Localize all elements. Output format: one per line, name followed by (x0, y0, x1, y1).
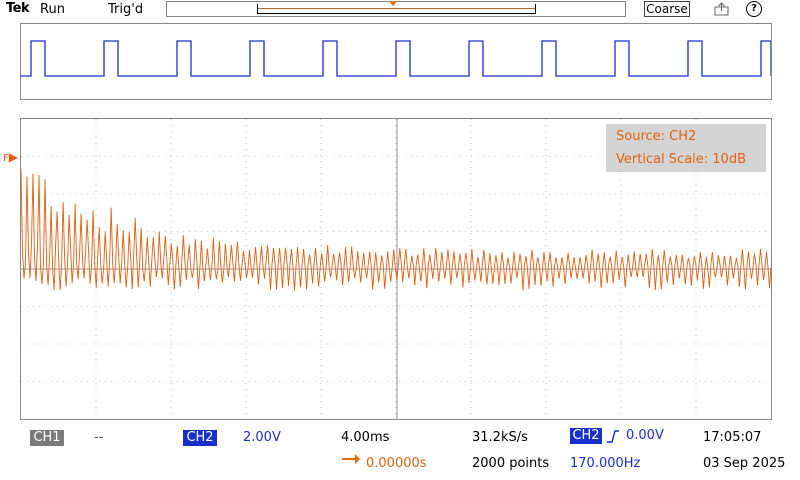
zoom-window-indicator[interactable] (257, 4, 536, 14)
main-waveform-view[interactable] (20, 118, 772, 420)
overview-waveform-view[interactable] (20, 23, 772, 100)
math-source-label: Source: CH2 (616, 129, 697, 144)
record-length-value[interactable]: 2000 points (472, 456, 550, 471)
math-scale-label: Vertical Scale: 10dB (616, 152, 746, 167)
waveform-graticule (20, 119, 772, 419)
ch1-scale-value: -- (94, 430, 104, 445)
trigger-source-tag[interactable]: CH2 (570, 428, 602, 444)
trigger-position-marker[interactable] (389, 1, 397, 6)
overview-waveform-line (258, 8, 535, 9)
trigger-level-value[interactable]: 0.00V (626, 428, 664, 443)
sample-rate-value: 31.2kS/s (472, 430, 528, 445)
ch1-trace (21, 40, 772, 77)
ch2-tag[interactable]: CH2 (183, 430, 217, 446)
date-value: 03 Sep 2025 (703, 456, 786, 471)
frequency-value: 170.000Hz (570, 456, 641, 471)
trigger-slope-icon (606, 428, 620, 444)
save-icon[interactable] (714, 1, 730, 16)
ch2-ground-marker[interactable]: F▶ (3, 150, 18, 164)
ch1-waveform (21, 40, 772, 77)
trigger-status: Trig'd (108, 2, 144, 17)
help-icon[interactable]: ? (746, 1, 762, 17)
record-overview-bar[interactable] (166, 1, 626, 17)
ch1-tag[interactable]: CH1 (30, 430, 64, 446)
ch2-scale-value[interactable]: 2.00V (243, 430, 281, 445)
math-info-box[interactable]: Source: CH2 Vertical Scale: 10dB (606, 124, 766, 172)
ch2-trace (20, 168, 772, 291)
horizontal-position-value[interactable]: 0.00000s (366, 456, 427, 471)
coarse-button[interactable]: Coarse (644, 1, 690, 17)
run-status[interactable]: Run (40, 2, 65, 17)
timebase-value[interactable]: 4.00ms (341, 430, 390, 445)
clock-time: 17:05:07 (703, 430, 762, 445)
position-arrow-icon (341, 452, 361, 466)
brand-logo: Tek (6, 1, 30, 16)
